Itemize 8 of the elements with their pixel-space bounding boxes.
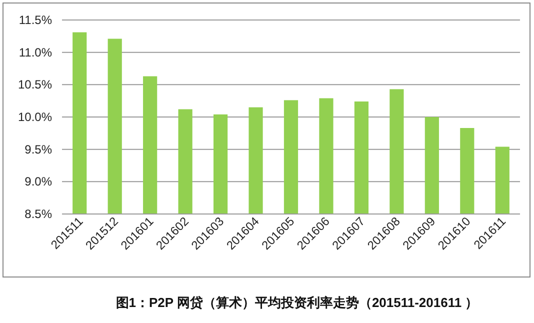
y-tick-label: 8.5% [24, 207, 52, 221]
text: 图1：P2P 网贷（算术）平均投资利率走势（201511-201611 ） [116, 295, 478, 310]
y-tick-label: 9.0% [24, 174, 52, 189]
y-tick-label: 11.5% [18, 13, 52, 27]
y-tick-label: 10.5% [18, 78, 52, 92]
y-tick-label: 10.0% [18, 110, 52, 124]
y-tick-label: 9.5% [24, 142, 52, 156]
y-tick-label: 11.0% [18, 45, 52, 60]
